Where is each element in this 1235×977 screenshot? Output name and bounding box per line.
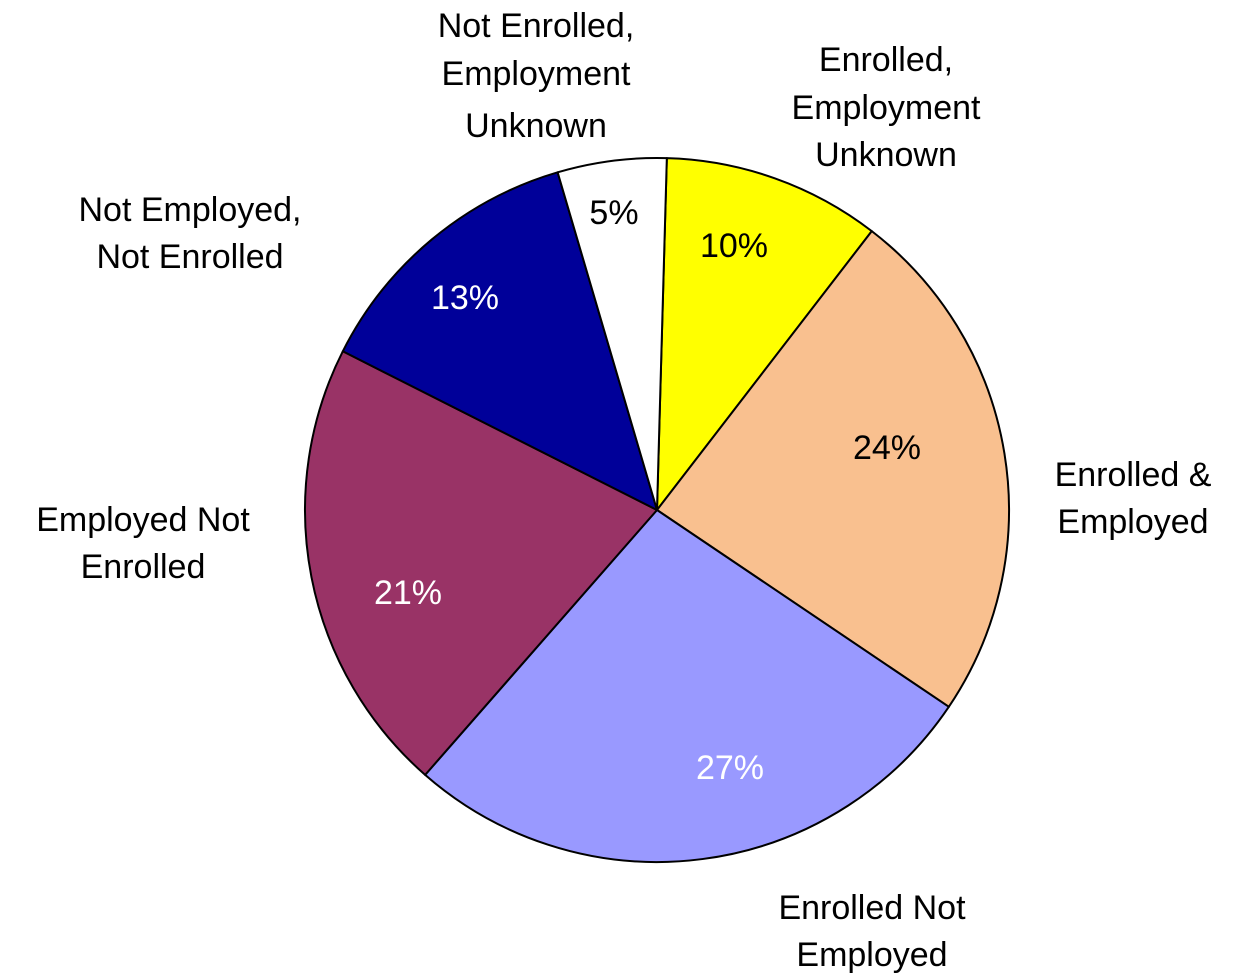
pie-slice — [341, 171, 658, 511]
category-label: Not Employed, — [79, 191, 302, 229]
pie-slice — [304, 350, 658, 776]
value-label: 24% — [853, 429, 921, 467]
category-label: Enrolled — [81, 548, 206, 586]
category-label: Employment — [442, 55, 632, 93]
value-label: 27% — [696, 749, 764, 787]
category-label: Employed — [1057, 503, 1208, 541]
category-label: Employed — [796, 936, 947, 974]
category-label: Enrolled Not — [778, 889, 966, 927]
pie-slice — [424, 509, 950, 863]
category-label: Unknown — [815, 136, 957, 174]
pie-slice — [556, 157, 668, 511]
category-label: Employment — [792, 89, 982, 127]
category-label: Not Enrolled, — [438, 7, 635, 45]
value-label: 13% — [431, 279, 499, 317]
category-label: Enrolled, — [819, 41, 953, 79]
value-label: 10% — [700, 227, 768, 265]
value-label: 5% — [589, 194, 638, 232]
category-label: Enrolled & — [1055, 456, 1212, 494]
pie-slice — [656, 157, 873, 511]
category-label: Unknown — [465, 107, 607, 145]
category-label: Not Enrolled — [96, 238, 283, 276]
category-label: Employed Not — [36, 501, 250, 539]
value-label: 21% — [374, 574, 442, 612]
pie-slice — [656, 230, 1010, 708]
